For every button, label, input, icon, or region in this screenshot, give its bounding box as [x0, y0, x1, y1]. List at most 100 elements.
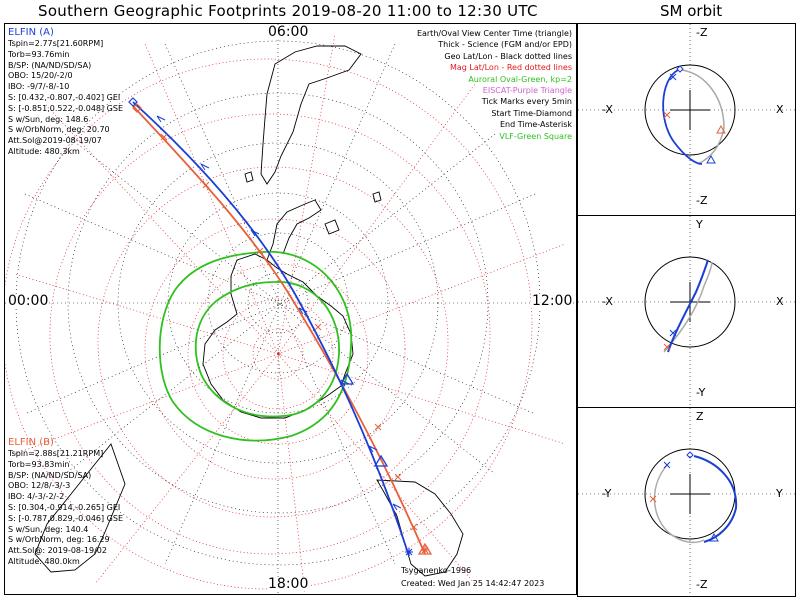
model-credit: Tsyganenko-1996 — [401, 566, 472, 575]
auroral-oval-outer — [158, 251, 353, 442]
mag-grid — [5, 33, 566, 594]
legend-item: Mag Lat/Lon - Red dotted lines — [449, 63, 572, 73]
elfin-a-line: S: [-0.851,0.522,-0.048] GSE — [8, 103, 123, 113]
created-timestamp: Created: Wed Jan 25 14:42:47 2023 — [401, 579, 545, 588]
map-legend: Earth/Oval View Center Time (triangle) T… — [417, 28, 572, 142]
plot-title: Southern Geographic Footprints 2019-08-2… — [38, 2, 538, 20]
sm-orbit-title: SM orbit — [660, 2, 723, 20]
elfin-a-line: Att.Sol@2019-08-19/07 — [8, 136, 102, 146]
elfin-a-line: OBO: 15/20/-2/0 — [8, 71, 73, 81]
footprint-map-panel: 06:00 00:00 12:00 18:00 ELFIN (A) Tspin=… — [4, 23, 577, 595]
sm-orbit-plot-xz — [578, 24, 795, 215]
sm-orbit-b-xz — [681, 69, 725, 165]
coastlines — [34, 45, 464, 577]
elfin-a-line: Torb=93.76min — [8, 49, 70, 59]
magnetic-pole-marker — [277, 352, 281, 356]
legend-item: VLF-Green Square — [499, 131, 572, 141]
sm-orbit-plot-xy — [578, 216, 795, 407]
legend-item: EISCAT-Purple Triangle — [482, 86, 572, 96]
elfin-a-line: Altitude: 480.3km — [8, 146, 80, 156]
elfin-b-info: ELFIN (B) Tspin=2.88s[21.21RPM] Torb=93.… — [8, 437, 123, 568]
sm-orbit-a-xz — [662, 69, 703, 165]
elfin-a-view-triangle-2 — [339, 372, 355, 385]
sm-a-start — [676, 65, 684, 73]
island-1 — [324, 219, 340, 235]
sm-orbit-a-xy — [667, 259, 709, 353]
elfin-b-track — [132, 105, 426, 555]
sm-b-view-triangle — [716, 124, 726, 134]
elfin-b-name: ELFIN (B) — [8, 437, 54, 448]
legend-item: Start Time-Diamond — [491, 108, 572, 118]
auroral-oval — [158, 251, 353, 442]
legend-item: Earth/Oval View Center Time (triangle) — [416, 29, 572, 38]
sm-orbit-panel-yz: Z -Y Y -Z — [577, 407, 796, 597]
legend-item: Tick Marks every 5min — [481, 97, 572, 107]
elfin-b-line: IBO: 4/-3/-2/-2 — [8, 492, 65, 502]
legend-item: Thick - Science (FGM and/or EPD) — [438, 40, 572, 50]
island-3 — [372, 191, 382, 203]
elfin-b-line: S w/OrbNorm, deg: 16.29 — [8, 535, 110, 545]
sm-orbit-b-xy — [663, 261, 713, 353]
elfin-a-name: ELFIN (A) — [8, 27, 54, 38]
elfin-b-line: Torb=93.83min — [8, 459, 70, 469]
legend-item: Geo Lat/Lon - Black dotted lines — [444, 51, 572, 61]
hour-label-left: 00:00 — [7, 293, 50, 309]
axis-label-left: -X — [602, 103, 613, 116]
elfin-b-line: OBO: 12/8/-3/-3 — [8, 481, 71, 491]
elfin-a-line: S w/Sun, deg: 148.6 — [8, 114, 89, 124]
africa-tip — [34, 443, 126, 573]
elfin-a-ticks — [156, 115, 402, 511]
elfin-a-view-triangle — [373, 454, 389, 467]
elfin-b-ticks — [160, 133, 418, 531]
auroral-oval-inner — [194, 281, 340, 418]
elfin-a-line: B/SP: (NA/ND/SD/SA) — [8, 60, 92, 70]
axis-label-top: Y — [696, 218, 703, 231]
hour-label-right: 12:00 — [531, 293, 574, 309]
elfin-a-start-diamond — [128, 97, 138, 107]
hour-label-bottom: 18:00 — [267, 576, 310, 592]
elfin-a-track — [132, 101, 410, 557]
legend-item: End Time-Asterisk — [499, 120, 572, 130]
elfin-b-line: Altitude: 480.0km — [8, 556, 80, 566]
elfin-a-line: S w/OrbNorm, deg: 20.70 — [8, 125, 110, 135]
elfin-a-end-asterisk — [405, 548, 413, 556]
elfin-a-line: Tspin=2.77s[21.60RPM] — [8, 39, 104, 48]
axis-label-bottom: -Z — [696, 194, 708, 207]
axis-label-right: Y — [776, 487, 783, 500]
hour-label-top: 06:00 — [267, 24, 310, 40]
antarctic-peninsula — [266, 199, 322, 261]
australia-coast — [376, 479, 464, 577]
legend-item: Auroral Oval-Green, kp=2 — [468, 74, 572, 84]
elfin-b-line: B/SP: (NA/ND/SD/SA) — [8, 470, 92, 480]
elfin-b-line: S: [0.304,-0.914,-0.265] GEI — [8, 502, 121, 512]
sm-orbit-b-yz — [653, 463, 705, 544]
elfin-a-info: ELFIN (A) Tspin=2.77s[21.60RPM] Torb=93.… — [8, 27, 123, 158]
elfin-a-line: S: [0.432,-0.807,-0.402] GEI — [8, 92, 121, 102]
sm-orbit-panel-xz: -Z -X X -Z — [577, 23, 796, 216]
axis-label-bottom: -Z — [696, 578, 708, 591]
axis-label-left: -Y — [602, 487, 612, 500]
elfin-b-start-diamond — [132, 103, 142, 113]
axis-label-bottom: -Y — [696, 386, 706, 399]
elfin-b-line: S w/Sun, deg: 140.4 — [8, 524, 89, 534]
elfin-b-end-asterisk — [421, 546, 429, 554]
earth-circle — [644, 64, 736, 156]
sm-a-start — [686, 451, 694, 459]
sm-orbit-a-yz — [693, 455, 738, 543]
axis-label-left: -X — [602, 295, 613, 308]
axis-label-top: Z — [696, 410, 704, 423]
elfin-b-line: Tspin=2.88s[21.21RPM] — [8, 449, 104, 458]
south-america-coast — [260, 45, 362, 185]
sm-a-view-triangle — [706, 154, 716, 164]
sm-a-view-triangle — [709, 532, 719, 542]
elfin-b-line: S: [-0.787,0.829,-0.046] GSE — [8, 513, 123, 523]
axis-label-top: -Z — [696, 26, 708, 39]
island-2 — [244, 171, 254, 183]
elfin-b-line: Att.Sol@: 2019-08-19/02 — [8, 546, 107, 556]
axis-label-right: X — [776, 103, 784, 116]
elfin-a-line: IBO: -9/7/-8/-10 — [8, 82, 70, 92]
axis-label-right: X — [776, 295, 784, 308]
earth-circle — [644, 256, 736, 348]
sm-orbit-panel-xy: Y -X X -Y — [577, 215, 796, 408]
sm-orbit-plot-yz — [578, 408, 795, 596]
